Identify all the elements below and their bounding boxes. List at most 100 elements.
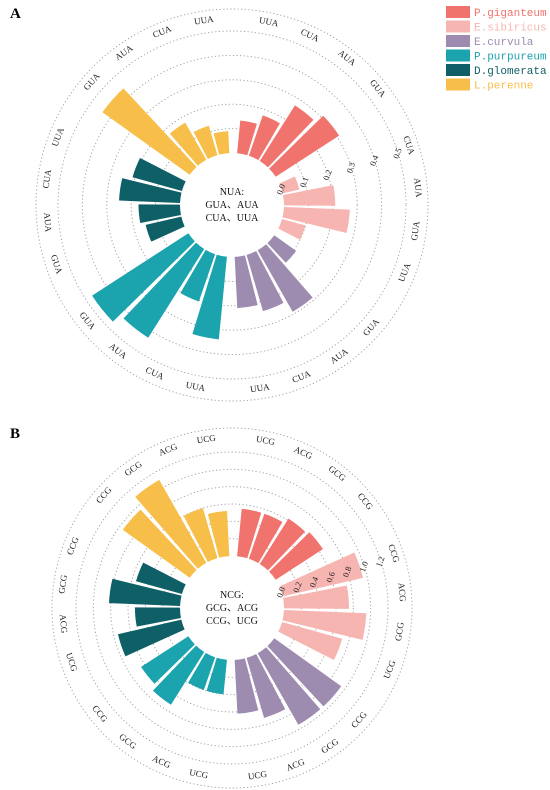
category-label: ACG <box>285 756 307 773</box>
category-label: UCG <box>196 433 217 446</box>
bar-pgiganteum-aua <box>259 105 314 168</box>
category-label: CCG <box>65 535 81 556</box>
tick-label: 0.0 <box>274 183 287 196</box>
category-label: GUA <box>81 71 102 93</box>
center-line-3: CCG、UCG <box>206 616 258 627</box>
legend-label: D.glomerata <box>474 66 547 78</box>
bar-lperenne-aua <box>169 122 207 166</box>
category-label: AUA <box>412 177 424 198</box>
bar-ecurvula-cua <box>246 251 284 312</box>
bar-lperenne-uua <box>213 131 230 155</box>
tick-label: 0.8 <box>340 565 353 578</box>
category-label: UCG <box>247 769 268 782</box>
bar-pgiganteum-ucg <box>237 508 262 559</box>
category-label: CCG <box>356 491 376 512</box>
bar-esibiricus-cua <box>279 176 300 194</box>
category-label: UUA <box>258 15 280 29</box>
category-label: AUA <box>328 346 350 366</box>
category-label: UUA <box>396 261 413 283</box>
tick-label: 0.0 <box>274 586 287 599</box>
bar-pgiganteum-gua <box>269 115 340 177</box>
bar-esibiricus-gcg <box>282 610 367 640</box>
tick-label: 0.4 <box>367 153 380 167</box>
category-label: CUA <box>41 168 54 189</box>
legend-swatch <box>446 20 470 33</box>
category-label: UUA <box>249 381 270 394</box>
bar-pgiganteum-gcg <box>259 518 306 571</box>
grid-ring <box>57 30 407 380</box>
category-label: CUA <box>291 368 313 385</box>
bar-ecurvula-gcg <box>257 647 321 725</box>
category-label: CCG <box>386 543 402 564</box>
bar-lperenne-gua <box>102 88 197 175</box>
category-label: UUA <box>193 14 214 27</box>
category-label: GUA <box>49 253 65 275</box>
bar-ppurpureum-aua <box>123 242 205 338</box>
bar-ppurpureum-ucg <box>206 657 227 695</box>
category-label: CCG <box>90 703 110 724</box>
bar-ecurvula-gua <box>267 235 297 263</box>
outer-ring <box>35 8 429 402</box>
category-label: UUA <box>185 380 207 394</box>
grid-ring <box>75 451 389 765</box>
category-label: ACG <box>293 444 315 461</box>
bar-ppurpureum-acg <box>188 652 216 690</box>
category-label: GCG <box>123 459 145 478</box>
radial-chart-a: UUA CUA AUA GUA CUA AUA GUA UUA GUA AUA CUA UUA UUA C… <box>35 8 429 402</box>
bar-ppurpureum-ccg <box>141 636 195 684</box>
bar-pgiganteum-uua <box>237 120 257 156</box>
bar-dglomerata-gua <box>145 216 185 242</box>
bar-dglomerata-aua <box>138 204 181 223</box>
legend-swatch <box>446 6 470 18</box>
category-label: GUA <box>361 316 382 338</box>
tick-label: 1.0 <box>357 560 370 573</box>
bar-pgiganteum-ccg <box>269 532 323 580</box>
category-label: ACG <box>157 441 179 458</box>
bar-ppurpureum-cua <box>180 249 216 302</box>
category-label: UCG <box>255 434 276 448</box>
bar-ppurpureum-uua <box>192 254 227 340</box>
bar-ppurpureum-gcg <box>152 645 205 705</box>
grid-ring <box>92 468 372 748</box>
bar-dglomerata-acg <box>134 607 181 627</box>
category-label: CCG <box>94 484 114 505</box>
bar-ecurvula-aua <box>257 244 313 312</box>
panel-letter-a: A <box>10 6 21 22</box>
bar-dglomerata-ucg <box>117 619 185 657</box>
category-label: UUA <box>50 126 67 148</box>
category-label: UCG <box>381 658 397 680</box>
grid-ring <box>106 79 358 331</box>
category-label: CUA <box>151 23 173 40</box>
bar-ecurvula-ccg <box>267 638 342 707</box>
category-label: AUA <box>113 43 135 63</box>
category-label: GCG <box>56 574 69 595</box>
center-line-3: CUA、UUA <box>206 213 260 224</box>
category-label: AUA <box>336 48 358 68</box>
tick-label: 0.2 <box>291 580 304 593</box>
bar-esibiricus-acg <box>283 585 350 609</box>
radial-chart-b: UCG ACG GCG CCG CCG ACG GCG UCG CCG GCG ACG UCG UCG A… <box>51 427 413 789</box>
grid-ring <box>81 54 383 356</box>
bar-dglomerata-uua <box>132 158 186 192</box>
legend-swatch <box>446 35 470 47</box>
category-label: AUA <box>42 212 54 233</box>
legend-swatch <box>446 64 470 76</box>
tick-label: 0.2 <box>321 168 334 181</box>
bar-lperenne-gcg <box>135 479 207 569</box>
legend-label: E.curvula <box>474 37 534 49</box>
bar-ppurpureum-gua <box>92 233 195 322</box>
center-line-1: NCG: <box>220 590 244 601</box>
category-label: GCG <box>327 463 349 483</box>
category-label: UCG <box>188 767 209 781</box>
category-label: GUA <box>409 220 422 241</box>
legend-swatch <box>446 49 470 62</box>
bar-ecurvula-uua <box>234 255 258 309</box>
tick-label: 0.5 <box>391 147 404 160</box>
bar-lperenne-acg <box>183 508 218 562</box>
category-label: ACG <box>396 582 408 602</box>
category-label: GUA <box>78 310 98 332</box>
legend-label: P.giganteum <box>474 8 547 20</box>
center-line-2: GUA、AUA <box>205 200 259 211</box>
tick-label: 0.4 <box>307 575 320 589</box>
